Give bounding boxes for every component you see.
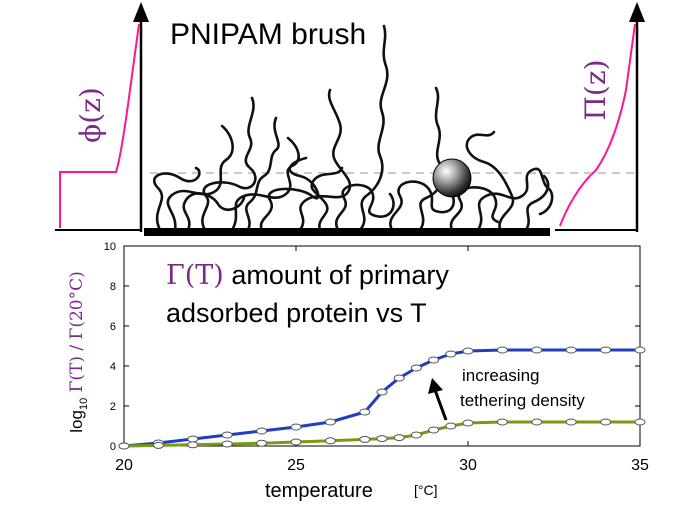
plot-area-frame	[123, 245, 641, 447]
data-series	[118, 346, 646, 450]
y-tick-label: 2	[110, 401, 116, 413]
data-point-marker	[600, 346, 612, 354]
data-point-marker	[256, 439, 268, 447]
y-label-subscript: 10	[78, 398, 90, 410]
schematic-title: PNIPAM brush	[170, 18, 366, 51]
data-point-marker	[462, 419, 474, 427]
data-point-marker	[376, 388, 388, 396]
y-tick-label: 10	[104, 241, 116, 253]
polymer-chain	[298, 88, 352, 232]
x-tick-label: 20	[115, 457, 133, 474]
polymer-chain	[524, 174, 550, 232]
y-tick-label: 6	[110, 321, 116, 333]
data-point-marker	[445, 350, 457, 358]
polymer-chain	[152, 166, 201, 232]
data-point-marker	[565, 418, 577, 426]
left-profile-panel: ϕ(z)	[55, 2, 149, 232]
data-point-marker	[187, 435, 199, 443]
phi-profile-curve	[59, 23, 140, 228]
data-point-marker	[428, 356, 440, 364]
pi-z-label: Π(z)	[579, 59, 612, 120]
data-point-marker	[428, 426, 440, 434]
polymer-chain	[182, 192, 246, 232]
data-point-marker	[496, 346, 508, 354]
chart-annotation-title: Γ(T) amount of primary	[166, 260, 449, 291]
x-axis-ticks: 20 25 30 35	[115, 246, 649, 474]
polymer-chain	[389, 180, 455, 232]
annotation-title-line1: amount of primary	[224, 260, 450, 290]
data-point-marker	[462, 347, 474, 355]
data-point-marker	[531, 346, 543, 354]
right-z-axis-arrowhead	[629, 2, 645, 22]
right-profile-panel: Π(z)	[555, 2, 645, 232]
x-axis-label: temperature	[265, 480, 373, 502]
phi-z-label: ϕ(z)	[74, 87, 107, 143]
annotation-title-line2: adsorbed protein vs T	[166, 298, 427, 328]
data-point-marker	[290, 423, 302, 431]
data-point-marker	[600, 418, 612, 426]
y-axis-label: log10 Γ(T) / Γ(20°C)	[67, 271, 90, 432]
y-tick-label: 4	[110, 361, 116, 373]
y-tick-label: 8	[110, 281, 116, 293]
polymer-chain	[358, 24, 389, 232]
data-point-marker	[359, 435, 371, 443]
data-point-marker	[634, 418, 646, 426]
data-point-marker	[256, 427, 268, 435]
y-axis-ticks: 0 2 4 6 8 10	[104, 241, 640, 453]
polymer-chain	[201, 96, 257, 232]
adsorbed-protein-sphere	[432, 158, 472, 198]
polymer-chain	[449, 186, 500, 232]
brush-schematic: ϕ(z) Π(z) PNIPAM brush	[55, 2, 645, 236]
x-tick-label: 25	[287, 457, 305, 474]
data-point-marker	[496, 418, 508, 426]
arrow-label-line1: increasing	[462, 366, 540, 385]
data-point-marker	[393, 374, 405, 382]
polymer-chain	[166, 124, 234, 232]
data-point-marker	[221, 431, 233, 439]
data-point-marker	[445, 422, 457, 430]
data-point-marker	[410, 431, 422, 439]
data-point-marker	[290, 438, 302, 446]
data-point-marker	[376, 435, 388, 443]
arrow-label-line2: tethering density	[460, 391, 585, 410]
data-point-marker	[221, 440, 233, 448]
data-point-marker	[393, 434, 405, 442]
y-label-expression: Γ(T) / Γ(20°C)	[67, 271, 87, 398]
gamma-t-symbol: Γ(T)	[166, 260, 224, 291]
pi-profile-curve	[559, 23, 636, 227]
polymer-chain	[230, 136, 300, 232]
polymer-chain	[476, 167, 554, 232]
grafting-surface	[144, 228, 550, 236]
data-point-marker	[565, 346, 577, 354]
x-axis-unit: [°C]	[414, 482, 438, 498]
series-line	[123, 420, 640, 448]
polymer-chain	[310, 166, 344, 232]
tethering-density-arrowhead	[428, 378, 443, 394]
polymer-chain	[465, 130, 515, 232]
data-point-marker	[324, 437, 336, 445]
data-point-marker	[531, 418, 543, 426]
y-tick-label: 0	[110, 441, 116, 453]
data-point-marker	[324, 418, 336, 426]
data-point-marker	[634, 346, 646, 354]
x-tick-label: 35	[631, 457, 649, 474]
polymer-chains	[152, 24, 554, 232]
y-label-log: log	[67, 410, 86, 433]
data-point-marker	[118, 442, 130, 450]
data-point-marker	[359, 408, 371, 416]
polymer-chain	[245, 116, 280, 232]
tethering-density-arrow	[433, 389, 448, 421]
left-z-axis-arrowhead	[133, 2, 149, 22]
data-point-marker	[410, 364, 422, 372]
data-point-marker	[152, 441, 164, 449]
x-tick-label: 30	[459, 457, 477, 474]
data-point-marker	[187, 441, 199, 449]
